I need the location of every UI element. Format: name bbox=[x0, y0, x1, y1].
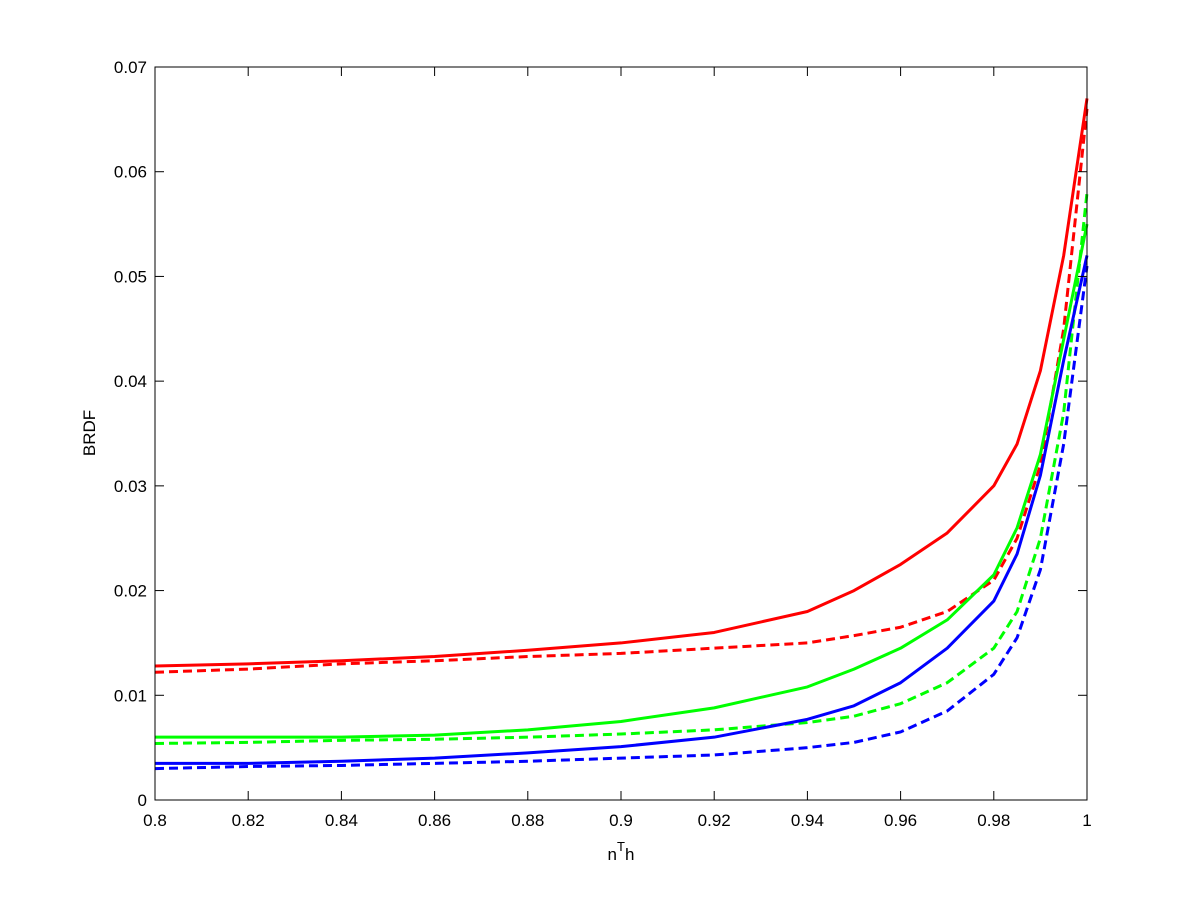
y-tick-label: 0.06 bbox=[114, 163, 147, 182]
x-tick-label: 0.96 bbox=[884, 811, 917, 830]
y-axis-label: BRDF bbox=[80, 410, 99, 456]
x-label-superscript: T bbox=[617, 839, 625, 854]
x-tick-label: 0.98 bbox=[977, 811, 1010, 830]
x-tick-label: 0.86 bbox=[418, 811, 451, 830]
x-tick-label: 0.88 bbox=[511, 811, 544, 830]
y-tick-label: 0.03 bbox=[114, 477, 147, 496]
x-tick-label: 0.9 bbox=[609, 811, 633, 830]
data-line bbox=[155, 223, 1089, 739]
y-tick-label: 0.05 bbox=[114, 267, 147, 286]
x-tick-label: 0.8 bbox=[143, 811, 167, 830]
data-line bbox=[154, 265, 1089, 771]
x-tick-label: 1 bbox=[1082, 811, 1091, 830]
x-axis-label: nTh bbox=[608, 839, 635, 864]
y-tick-label: 0 bbox=[138, 791, 147, 810]
x-tick-label: 0.84 bbox=[325, 811, 358, 830]
x-tick-label: 0.94 bbox=[791, 811, 824, 830]
data-line bbox=[155, 255, 1089, 765]
y-tick-label: 0.02 bbox=[114, 582, 147, 601]
x-label-part: n bbox=[608, 845, 617, 864]
x-label-part: h bbox=[625, 845, 634, 864]
y-tick-label: 0.04 bbox=[114, 372, 147, 391]
data-line bbox=[154, 98, 1089, 668]
data-line bbox=[154, 192, 1089, 745]
data-line bbox=[154, 108, 1089, 674]
x-tick-label: 0.82 bbox=[232, 811, 265, 830]
y-tick-label: 0.07 bbox=[114, 58, 147, 77]
x-tick-label: 0.92 bbox=[698, 811, 731, 830]
y-tick-label: 0.01 bbox=[114, 686, 147, 705]
